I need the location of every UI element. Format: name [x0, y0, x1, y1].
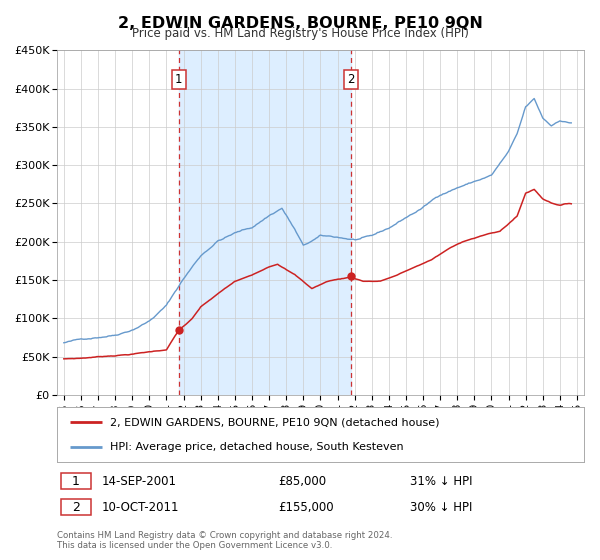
Text: 31% ↓ HPI: 31% ↓ HPI	[410, 474, 472, 488]
Text: 1: 1	[175, 73, 182, 86]
Text: 30% ↓ HPI: 30% ↓ HPI	[410, 501, 472, 514]
Text: HPI: Average price, detached house, South Kesteven: HPI: Average price, detached house, Sout…	[110, 442, 403, 451]
Text: 1: 1	[72, 474, 80, 488]
Text: 10-OCT-2011: 10-OCT-2011	[102, 501, 179, 514]
Text: This data is licensed under the Open Government Licence v3.0.: This data is licensed under the Open Gov…	[57, 541, 332, 550]
Text: 2: 2	[72, 501, 80, 514]
FancyBboxPatch shape	[61, 473, 91, 489]
Text: £155,000: £155,000	[278, 501, 334, 514]
Text: 2: 2	[347, 73, 355, 86]
Text: 14-SEP-2001: 14-SEP-2001	[102, 474, 177, 488]
Text: Contains HM Land Registry data © Crown copyright and database right 2024.: Contains HM Land Registry data © Crown c…	[57, 531, 392, 540]
FancyBboxPatch shape	[61, 499, 91, 515]
Text: Price paid vs. HM Land Registry's House Price Index (HPI): Price paid vs. HM Land Registry's House …	[131, 27, 469, 40]
Text: 2, EDWIN GARDENS, BOURNE, PE10 9QN: 2, EDWIN GARDENS, BOURNE, PE10 9QN	[118, 16, 482, 31]
Bar	[179, 50, 351, 395]
Text: 2, EDWIN GARDENS, BOURNE, PE10 9QN (detached house): 2, EDWIN GARDENS, BOURNE, PE10 9QN (deta…	[110, 418, 439, 427]
Text: £85,000: £85,000	[278, 474, 326, 488]
